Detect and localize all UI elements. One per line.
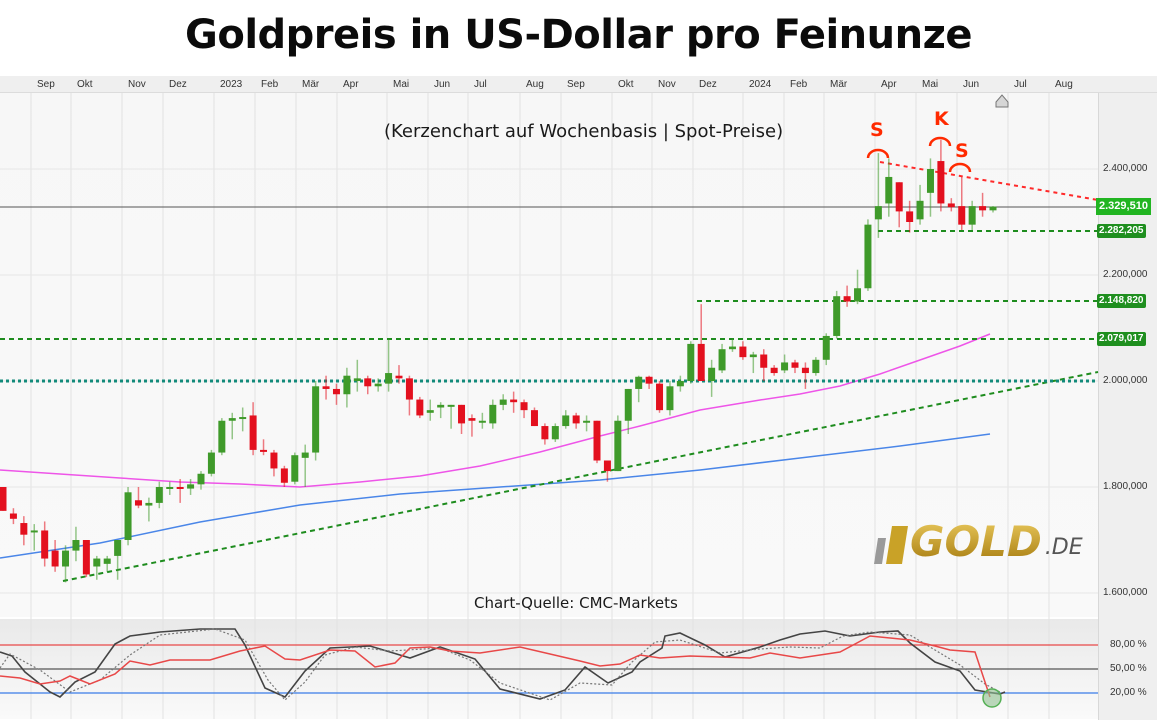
- month-label: Mär: [830, 79, 848, 90]
- price-chart-area[interactable]: [0, 93, 1098, 617]
- month-label: Dez: [169, 79, 187, 90]
- month-label: Mai: [922, 79, 939, 90]
- month-label: Nov: [128, 79, 146, 90]
- price-axis[interactable]: [1098, 93, 1157, 720]
- month-label: Mär: [302, 79, 320, 90]
- level-badge: 2.282,205: [1097, 224, 1146, 238]
- month-label: Jun: [434, 79, 451, 90]
- month-label: Nov: [658, 79, 676, 90]
- oscillator-tick: 80,00 %: [1110, 639, 1147, 650]
- level-badge: 2.079,017: [1097, 332, 1146, 346]
- oscillator-tick: 50,00 %: [1110, 663, 1147, 674]
- gold-de-logo: GOLD .DE: [872, 520, 1083, 564]
- price-tick: 1.800,000: [1103, 481, 1148, 492]
- head-label: K: [934, 108, 949, 130]
- month-label: Sep: [567, 79, 585, 90]
- month-label: Jul: [1014, 79, 1027, 90]
- oscillator-tick: 20,00 %: [1110, 687, 1147, 698]
- month-label: Feb: [790, 79, 808, 90]
- logo-text: GOLD: [910, 517, 1042, 566]
- time-axis-bar: [0, 76, 1157, 93]
- month-label: Aug: [1055, 79, 1073, 90]
- gold-bars-icon: [874, 526, 908, 564]
- level-badge: 2.148,820: [1097, 294, 1146, 308]
- left-shoulder-label: S: [870, 119, 884, 141]
- right-shoulder-label: S: [955, 140, 969, 162]
- month-label: Mai: [393, 79, 410, 90]
- month-label: Jul: [474, 79, 487, 90]
- chart-title: Goldpreis in US-Dollar pro Feinunze: [185, 12, 973, 58]
- price-tick: 2.400,000: [1103, 163, 1148, 174]
- price-tick: 1.600,000: [1103, 587, 1148, 598]
- logo-suffix: .DE: [1044, 535, 1083, 560]
- month-label: Feb: [261, 79, 279, 90]
- month-label: Apr: [343, 79, 359, 90]
- month-label: Aug: [526, 79, 544, 90]
- current-price-badge: 2.329,510: [1096, 198, 1151, 215]
- month-label: 2023: [220, 79, 243, 90]
- month-label: Apr: [881, 79, 897, 90]
- month-label: Sep: [37, 79, 55, 90]
- month-label: Okt: [77, 79, 93, 90]
- month-label: Dez: [699, 79, 717, 90]
- price-tick: 2.000,000: [1103, 375, 1148, 386]
- month-label: Jun: [963, 79, 980, 90]
- month-label: 2024: [749, 79, 772, 90]
- chart-subtitle: (Kerzenchart auf Wochenbasis | Spot-Prei…: [384, 121, 784, 142]
- month-label: Okt: [618, 79, 634, 90]
- price-tick: 2.200,000: [1103, 269, 1148, 280]
- chart-source: Chart-Quelle: CMC-Markets: [474, 594, 678, 612]
